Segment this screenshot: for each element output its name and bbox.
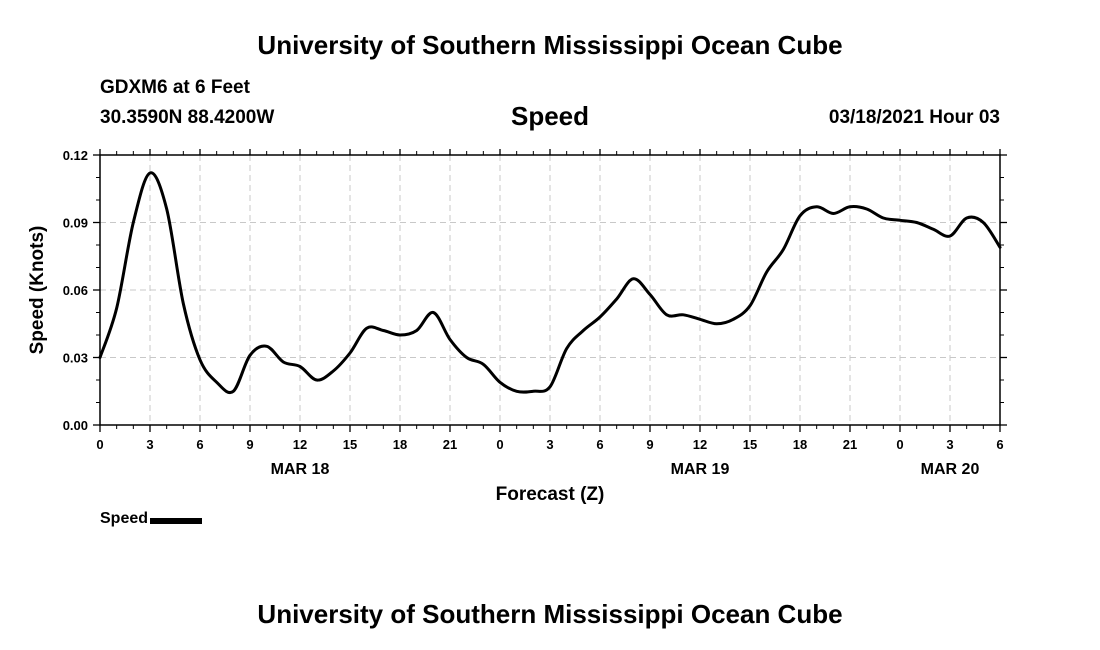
y-tick-label: 0.12 — [63, 148, 88, 163]
date-label: MAR 18 — [271, 461, 330, 478]
label-layer: 0.00 0.03 0.06 0.09 0.12 0 3 6 9 12 15 18 21 0 3 6 9 12 15… — [63, 148, 1004, 478]
date-label: MAR 20 — [921, 461, 980, 478]
x-tick-label: 6 — [996, 437, 1003, 452]
legend: Speed — [100, 510, 203, 528]
x-tick-label: 0 — [96, 437, 103, 452]
speed-series-line — [98, 171, 1002, 395]
x-tick-label: 3 — [946, 437, 953, 452]
y-tick-label: 0.00 — [63, 418, 88, 433]
variable-title: Speed — [510, 101, 590, 131]
footer-title: University of Southern Mississippi Ocean… — [257, 599, 843, 629]
x-tick-label: 0 — [496, 437, 503, 452]
x-tick-label: 21 — [843, 437, 857, 452]
x-tick-label: 15 — [743, 437, 757, 452]
coordinates-label: 30.3590N 88.4200W — [100, 107, 275, 128]
forecast-datetime: 03/18/2021 Hour 03 — [828, 107, 1000, 128]
x-tick-label: 0 — [896, 437, 903, 452]
x-axis-label: Forecast (Z) — [496, 484, 605, 505]
x-tick-label: 3 — [546, 437, 553, 452]
date-label: MAR 19 — [671, 461, 730, 478]
y-tick-label: 0.06 — [63, 283, 88, 298]
y-axis-label: Speed (Knots) — [27, 226, 48, 355]
x-tick-label: 6 — [196, 437, 203, 452]
x-tick-label: 9 — [246, 437, 253, 452]
x-tick-label: 6 — [596, 437, 603, 452]
station-label: GDXM6 at 6 Feet — [100, 77, 250, 98]
y-tick-label: 0.09 — [63, 216, 88, 231]
x-tick-label: 15 — [343, 437, 357, 452]
x-tick-label: 9 — [646, 437, 653, 452]
y-tick-label: 0.03 — [63, 351, 88, 366]
x-tick-label: 12 — [293, 437, 307, 452]
x-tick-label: 12 — [693, 437, 707, 452]
x-tick-label: 3 — [146, 437, 153, 452]
page-title: University of Southern Mississippi Ocean… — [257, 30, 843, 60]
x-tick-label: 21 — [443, 437, 457, 452]
x-tick-label: 18 — [393, 437, 407, 452]
plot-frame — [99, 154, 1001, 426]
x-tick-label: 18 — [793, 437, 807, 452]
legend-label: Speed — [100, 510, 149, 527]
legend-swatch — [150, 518, 203, 524]
